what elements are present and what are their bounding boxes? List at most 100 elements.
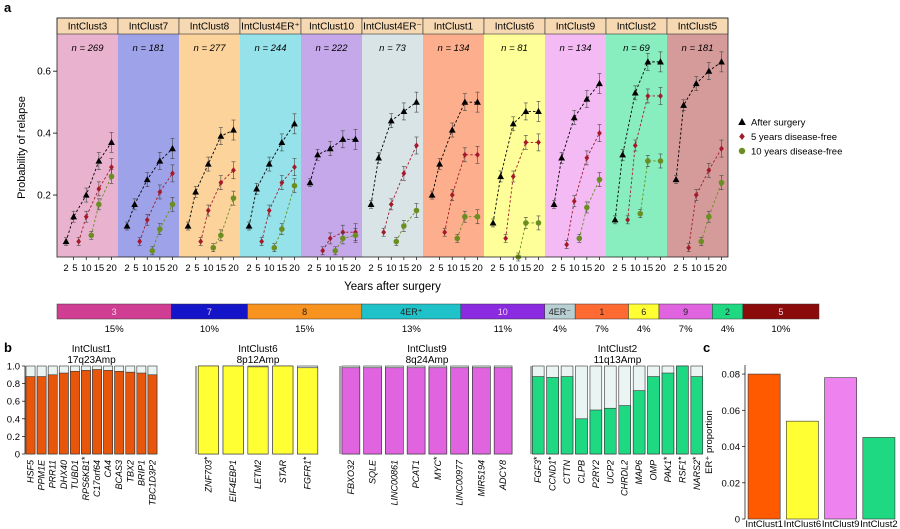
gene-bar — [472, 367, 491, 455]
data-point-after-surgery — [436, 160, 444, 167]
data-point-5yr — [198, 238, 204, 245]
data-point-10yr — [169, 201, 176, 208]
x-tick-label: 15 — [94, 263, 105, 274]
series-line-dfs10 — [700, 182, 722, 242]
gene-label: FBXO32 — [346, 460, 356, 495]
data-point-10yr — [462, 213, 468, 220]
gene-label: UCP2 — [605, 460, 615, 484]
segment-percent: 7% — [679, 324, 693, 335]
gene-label: EIF4EBP1 — [228, 460, 238, 502]
gene-label: LINC00861 — [389, 460, 399, 506]
gene-label: PPM1E — [37, 459, 47, 491]
x-tick-label: 10 — [81, 263, 92, 274]
x-tick-label: 15 — [460, 263, 471, 274]
data-point-5yr — [144, 216, 150, 223]
data-point-after-surgery — [489, 219, 497, 226]
significance-star: * — [302, 456, 312, 460]
gene-bar — [341, 367, 361, 455]
gene-label: LETM2 — [253, 460, 263, 489]
x-tick-label: 5 — [560, 263, 565, 274]
y-tick-label: 0.6 — [7, 397, 20, 408]
series-line-dfs5 — [383, 145, 417, 233]
data-point-after-surgery — [70, 213, 78, 220]
data-point-5yr — [137, 238, 143, 245]
data-point-after-surgery — [95, 157, 103, 164]
x-tick-label: 20 — [655, 263, 666, 274]
data-point-5yr — [536, 139, 541, 146]
data-point-after-surgery — [291, 120, 298, 127]
data-point-after-surgery — [400, 107, 408, 115]
gene-label: TBX2 — [125, 460, 135, 483]
gene-bar — [493, 367, 513, 455]
legend-label: After surgery — [751, 118, 806, 129]
panel-n-count: n = 81 — [501, 43, 528, 54]
data-point-10yr — [149, 248, 156, 254]
x-tick-label: 20 — [350, 263, 361, 274]
panel-title: IntClust7 — [129, 22, 169, 33]
data-point-5yr — [449, 192, 455, 199]
data-point-after-surgery — [108, 138, 115, 146]
y-tick-label: 1.0 — [7, 362, 20, 373]
gene-label: TBC1D3P2 — [147, 460, 157, 506]
gene-bar — [47, 374, 58, 455]
segment-percent: 15% — [105, 324, 125, 335]
data-point-5yr — [475, 151, 480, 158]
data-point-10yr — [332, 248, 339, 254]
gene-label: CLPB — [576, 460, 586, 484]
gene-label: FGFR1 — [303, 460, 313, 490]
gene-label: CTTN — [562, 460, 572, 484]
segment-percent: 4% — [637, 324, 651, 335]
gene-bar — [604, 407, 617, 455]
data-point-after-surgery — [375, 154, 383, 161]
data-point-after-surgery — [619, 151, 627, 158]
er-bar-label: IntClust1 — [745, 519, 783, 529]
y-tick-label: 0.4 — [37, 129, 51, 140]
data-point-after-surgery — [131, 200, 139, 207]
panel-background — [667, 18, 728, 257]
data-point-after-surgery — [428, 191, 436, 198]
x-tick-label: 5 — [255, 263, 260, 274]
x-tick-label: 5 — [621, 263, 626, 274]
data-point-after-surgery — [558, 154, 566, 161]
data-point-after-surgery — [387, 117, 395, 124]
data-point-after-surgery — [657, 58, 664, 65]
data-point-5yr — [83, 213, 89, 220]
segment-percent: 10% — [200, 324, 220, 335]
panel-n-count: n = 222 — [316, 43, 349, 54]
x-tick-label: 5 — [316, 263, 321, 274]
data-point-10yr — [291, 182, 298, 189]
gene-bar — [81, 370, 91, 455]
gene-bar — [450, 367, 469, 455]
gene-bar — [147, 374, 158, 455]
data-point-after-surgery — [611, 216, 619, 223]
er-bar-label: IntClust2 — [860, 519, 898, 529]
data-point-5yr — [510, 173, 516, 180]
data-point-after-surgery — [509, 120, 517, 127]
series-line-after — [553, 83, 600, 205]
panel-n-count: n = 269 — [72, 43, 105, 54]
significance-star: * — [662, 456, 672, 460]
significance-star: * — [532, 456, 542, 460]
gene-bar — [70, 370, 80, 455]
panel-background — [301, 18, 362, 257]
data-point-10yr — [718, 179, 725, 186]
data-point-after-surgery — [245, 222, 253, 229]
gene-label: HSF5 — [26, 459, 36, 483]
data-point-5yr — [76, 238, 82, 245]
subtype-proportion-bar: 3 15% 7 10% 8 15% 4ER⁺ 13% 10 11% 4ER⁻ 4% 1 7% 6 4% 9 7% 2… — [56, 303, 820, 335]
gene-bar — [197, 365, 219, 455]
data-point-after-surgery — [631, 89, 639, 96]
data-point-5yr — [340, 229, 346, 236]
data-point-10yr — [210, 244, 217, 251]
y-tick-label: 0.2 — [37, 191, 51, 202]
data-point-after-surgery — [461, 98, 469, 105]
gene-bar — [125, 371, 136, 455]
segment-percent: 11% — [494, 324, 513, 335]
gene-bar — [247, 366, 269, 455]
panel-background — [179, 18, 240, 257]
data-point-5yr — [170, 170, 175, 177]
segment-label: 5 — [778, 307, 783, 317]
er-bar — [747, 373, 781, 520]
gene-label: STAR — [278, 460, 288, 484]
panel-title: IntClust9 — [556, 22, 596, 33]
